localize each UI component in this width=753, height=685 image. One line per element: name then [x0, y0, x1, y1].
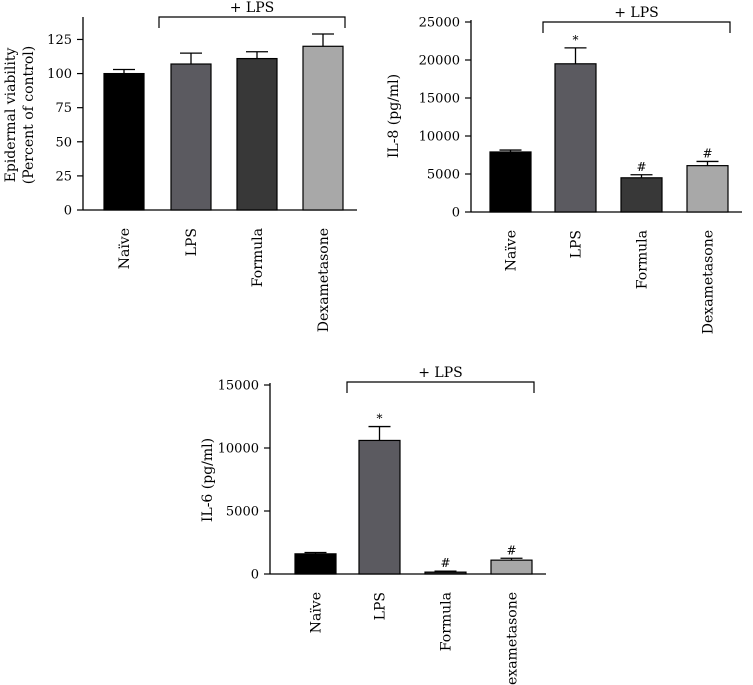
x-tick-label: LPS — [372, 592, 388, 620]
y-tick-label: 5000 — [226, 505, 259, 520]
bar-3 — [236, 57, 278, 211]
significance-mark: # — [702, 146, 712, 160]
x-tick-label: Formula — [634, 230, 650, 289]
y-tick-label: 15000 — [419, 92, 460, 107]
significance-mark: * — [377, 412, 383, 426]
y-tick-label: 5000 — [427, 168, 460, 183]
y-tick-label: 125 — [47, 33, 72, 48]
lps-bracket — [158, 16, 346, 28]
bracket-label: + LPS — [230, 0, 275, 16]
bar-4 — [490, 559, 533, 575]
y-tick-label: 10000 — [419, 130, 460, 145]
y-axis-label: IL-8 (pg/ml) — [386, 74, 402, 158]
x-tick-label: Naïve — [503, 230, 519, 271]
bar-1 — [489, 151, 532, 213]
bracket-label: + LPS — [418, 365, 463, 381]
significance-mark: # — [440, 556, 450, 570]
y-tick-label: 75 — [55, 101, 72, 116]
y-tick-label: 0 — [251, 568, 259, 583]
y-axis-label: IL-6 (pg/ml) — [200, 438, 216, 522]
significance-mark: # — [506, 543, 516, 557]
x-tick-label: LPS — [184, 228, 200, 256]
y-axis-label: (Percent of control) — [21, 46, 37, 184]
lps-bracket — [346, 381, 535, 393]
x-tick-label: Naïve — [117, 228, 133, 269]
bar-4 — [302, 45, 344, 211]
y-tick-label: 50 — [55, 135, 72, 150]
significance-mark: * — [573, 33, 579, 47]
bar-2 — [170, 63, 212, 211]
y-tick-label: 0 — [64, 204, 72, 219]
y-tick-label: 15000 — [218, 379, 259, 394]
lps-bracket — [542, 21, 731, 33]
bar-1 — [103, 72, 145, 211]
x-tick-label: Formula — [438, 592, 454, 651]
chart-panel-3: 0 5000 10000 15000 IL-6 (pg/ml) Naïve * LPS # For… — [200, 365, 546, 685]
x-tick-label: Formula — [250, 228, 266, 287]
y-tick-label: 10000 — [218, 442, 259, 457]
y-tick-label: 20000 — [419, 54, 460, 69]
y-tick-label: 0 — [452, 206, 460, 221]
x-tick-label: Dexametasone — [316, 228, 332, 332]
chart-panel-1: 0 25 50 75 100 125 Epidermal viability (Percent… — [3, 0, 357, 332]
bar-3 — [620, 177, 663, 213]
bar-2 — [358, 439, 401, 575]
bar-3 — [424, 571, 467, 575]
bracket-label: + LPS — [614, 5, 659, 21]
x-tick-label: LPS — [568, 230, 584, 258]
y-axis-label: Epidermal viability — [3, 48, 19, 183]
y-tick-label: 25 — [55, 169, 72, 184]
x-tick-label: Dexametasone — [700, 230, 716, 334]
y-tick-label: 25000 — [419, 16, 460, 31]
x-tick-label: Dexametasone — [504, 592, 520, 685]
bar-1 — [294, 553, 337, 575]
x-tick-label: Naïve — [308, 592, 324, 633]
y-tick-label: 100 — [47, 67, 72, 82]
bar-2 — [554, 63, 597, 213]
significance-mark: # — [636, 160, 646, 174]
chart-panel-2: 0 5000 10000 15000 20000 25000 IL-8 (pg/ml) Naï… — [386, 5, 742, 334]
bar-4 — [686, 165, 729, 213]
